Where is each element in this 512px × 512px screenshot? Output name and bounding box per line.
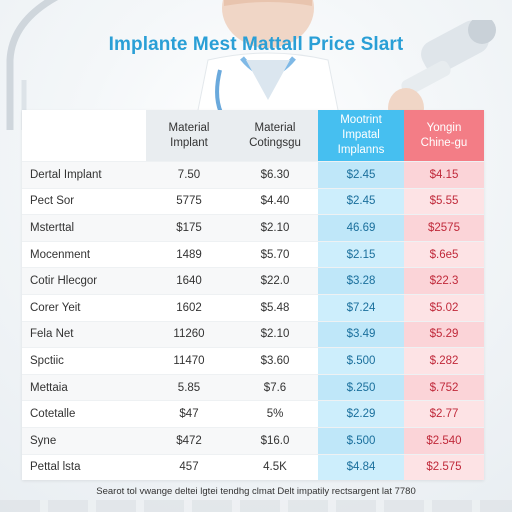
table-row: Corer Yeit 1602 $5.48 $7.24 $5.02 [22,293,484,321]
row-label: Dertal Implant [22,162,146,188]
table-row: Cotir Hlecgor 1640 $22.0 $3.28 $22.3 [22,267,484,294]
material-cotingsgu-value: $4.40 [232,188,318,215]
implant-blue-value: $2.29 [318,401,404,427]
header-cell-implant-blue: Mootrint Impatal Implanns [318,110,404,161]
material-cotingsgu-value: 4.5K [232,454,318,481]
header-line: Implant [170,136,208,149]
material-implant-value: $472 [146,427,232,454]
material-cotingsgu-value: $2.10 [232,215,318,241]
header-line: Material [254,121,296,134]
footer-note: Searot tol vwange deltei lgtei tendhg cl… [96,486,416,497]
row-label: Spctiic [22,348,146,374]
material-cotingsgu-value: $2.10 [232,321,318,348]
implant-blue-value: $3.28 [318,268,404,294]
header-cell-material-implant: Material Implant [146,110,232,161]
material-implant-value: 11260 [146,321,232,348]
yongin-pink-value: $22.3 [404,268,484,294]
material-implant-value: 1640 [146,268,232,294]
row-label: Mettaia [22,374,146,401]
header-line: Cotingsgu [249,136,301,149]
yongin-pink-value: $2.540 [404,427,484,454]
yongin-pink-value: $5.55 [404,188,484,215]
table-row: Cotetalle $47 5% $2.29 $2.77 [22,400,484,427]
bottom-stripe [0,500,512,512]
material-cotingsgu-value: $5.48 [232,294,318,321]
implant-blue-value: $.250 [318,374,404,401]
header-line: Impatal [342,129,380,141]
row-label: Fela Net [22,321,146,348]
table-row: Fela Net 11260 $2.10 $3.49 $5.29 [22,320,484,348]
header-cell-yongin-pink: Yongin Chine-gu [404,110,484,161]
header-line: Material [168,121,210,134]
material-implant-value: 457 [146,454,232,481]
material-cotingsgu-value: $16.0 [232,427,318,454]
row-label: Mocenment [22,241,146,268]
table-row: Mocenment 1489 $5.70 $2.15 $.6e5 [22,240,484,268]
material-implant-value: 5775 [146,188,232,215]
yongin-pink-value: $2.77 [404,401,484,427]
row-label: Syne [22,427,146,454]
material-cotingsgu-value: $7.6 [232,374,318,401]
chart-title: Implante Mest Mattall Price Slart [108,34,404,55]
yongin-pink-value: $.752 [404,374,484,401]
yongin-pink-value: $5.29 [404,321,484,348]
row-label: Pect Sor [22,188,146,215]
material-implant-value: 1489 [146,241,232,268]
implant-blue-value: $2.45 [318,188,404,215]
row-label: Msterttal [22,215,146,241]
table-row: Pettal lsta 457 4.5K $4.84 $2.575 [22,453,484,481]
material-cotingsgu-value: $22.0 [232,268,318,294]
material-implant-value: 7.50 [146,162,232,188]
table-row: Mettaia 5.85 $7.6 $.250 $.752 [22,373,484,401]
material-implant-value: 1602 [146,294,232,321]
yongin-pink-value: $.282 [404,348,484,374]
yongin-pink-value: $2.575 [404,454,484,481]
table-row: Dertal Implant 7.50 $6.30 $2.45 $4.15 [22,161,484,188]
table-row: Pect Sor 5775 $4.40 $2.45 $5.55 [22,187,484,215]
row-label: Cotetalle [22,401,146,427]
header-line: Implanns [337,144,385,156]
row-label: Pettal lsta [22,454,146,481]
implant-blue-value: $7.24 [318,294,404,321]
material-cotingsgu-value: $5.70 [232,241,318,268]
implant-blue-value: $2.45 [318,162,404,188]
yongin-pink-value: $.6e5 [404,241,484,268]
implant-blue-value: $3.49 [318,321,404,348]
yongin-pink-value: $2575 [404,215,484,241]
table-header-row: Material Implant Material Cotingsgu Mootri… [22,110,484,161]
price-table: Material Implant Material Cotingsgu Mootri… [22,110,484,481]
implant-blue-value: $2.15 [318,241,404,268]
implant-blue-value: $.500 [318,427,404,454]
row-label: Cotir Hlecgor [22,268,146,294]
implant-blue-value: $4.84 [318,454,404,481]
material-cotingsgu-value: $6.30 [232,162,318,188]
material-implant-value: 5.85 [146,374,232,401]
material-cotingsgu-value: 5% [232,401,318,427]
table-row: Msterttal $175 $2.10 46.69 $2575 [22,214,484,241]
yongin-pink-value: $5.02 [404,294,484,321]
row-label: Corer Yeit [22,294,146,321]
material-implant-value: 11470 [146,348,232,374]
table-row: Spctiic 11470 $3.60 $.500 $.282 [22,347,484,374]
implant-blue-value: $.500 [318,348,404,374]
header-line: Mootrint [340,114,382,126]
material-implant-value: $47 [146,401,232,427]
implant-blue-value: 46.69 [318,215,404,241]
header-line: Chine-gu [420,136,468,149]
header-line: Yongin [426,121,462,134]
material-cotingsgu-value: $3.60 [232,348,318,374]
material-implant-value: $175 [146,215,232,241]
header-cell-material-cotingsgu: Material Cotingsgu [232,110,318,161]
table-row: Syne $472 $16.0 $.500 $2.540 [22,426,484,454]
yongin-pink-value: $4.15 [404,162,484,188]
header-cell-label [22,110,146,161]
